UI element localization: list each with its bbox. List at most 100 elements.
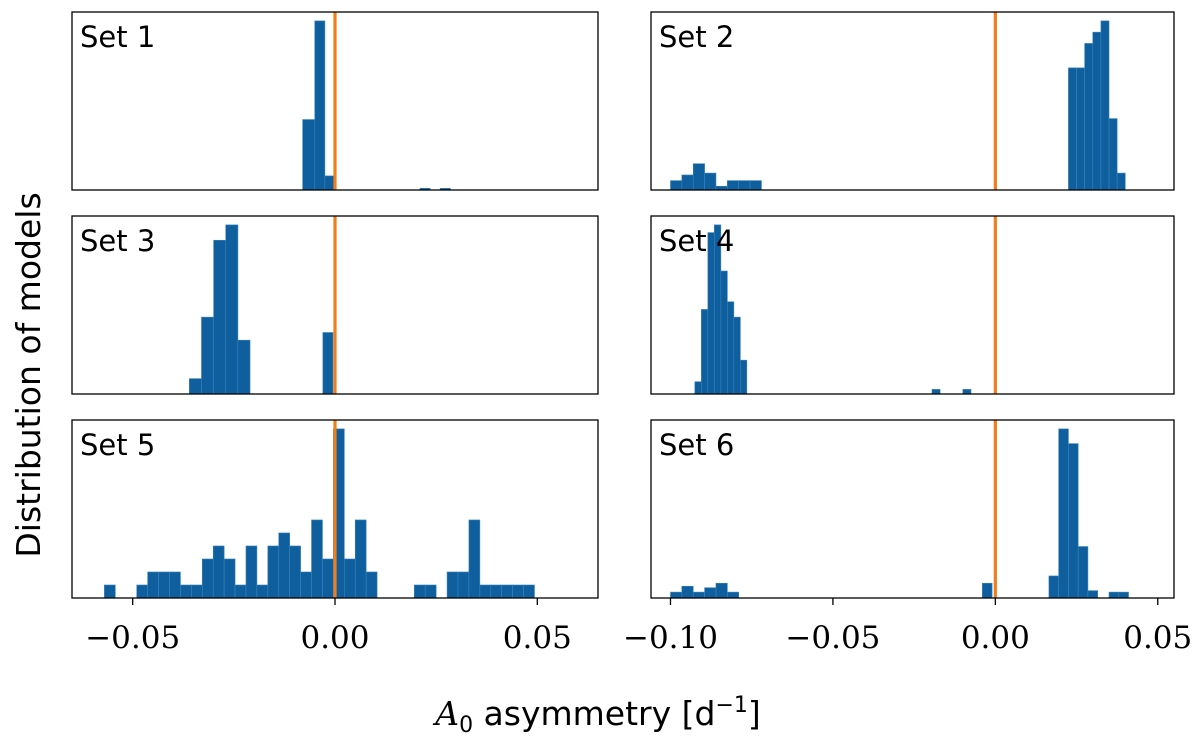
- axes-layer: −0.05 0.00 0.05 −0.10 −0.05 0.00 0.05: [85, 598, 1192, 656]
- panel-5-bar-15: [278, 532, 290, 599]
- panel-5-bar-25: [424, 584, 437, 599]
- panel-4-bar-8: [740, 359, 748, 395]
- panel-5-bar-3: [147, 571, 159, 599]
- panel-2: Set 2: [650, 11, 1175, 191]
- panel-5-bar-17: [300, 571, 312, 599]
- panel-6-bar-12: [1087, 590, 1098, 599]
- panel-3-bar-4: [225, 224, 239, 395]
- panel-1-label: Set 1: [80, 20, 155, 54]
- panel-3-bar-3: [213, 239, 227, 395]
- panel-1-frame: [71, 11, 599, 191]
- panel-2-bar-3: [692, 163, 705, 191]
- panel-5-bar-14: [267, 545, 280, 599]
- panel-4: Set 4: [650, 215, 1175, 395]
- panel-1-bar-2: [314, 20, 326, 191]
- panel-6-bar-10: [1068, 443, 1079, 599]
- x-axis-label-close: ]: [748, 694, 761, 733]
- panel-5-bar-13: [256, 584, 269, 599]
- panel-5-bar-29: [479, 584, 492, 599]
- x-axis-label-exponent: −1: [715, 693, 747, 718]
- x-tick-label-col2-4: 0.05: [1123, 620, 1192, 656]
- panel-5-bar-19: [322, 558, 334, 599]
- panels-layer: Set 1 Set 2 Set 3 Set 4 Set 5 Set 6: [71, 11, 1175, 599]
- panel-3-bar-2: [201, 316, 214, 395]
- panel-3-label: Set 3: [80, 224, 155, 258]
- panel-4-frame: [650, 215, 1175, 395]
- panel-2-bar-1: [670, 180, 683, 191]
- panel-5-bar-11: [234, 584, 247, 599]
- panel-4-bar-2: [701, 309, 709, 395]
- panel-4-bar-5: [720, 270, 728, 395]
- panel-5-bar-31: [501, 584, 513, 599]
- x-axis-label-symbol: A: [432, 694, 459, 733]
- panel-5-bar-1: [104, 584, 116, 599]
- panel-5-bar-18: [311, 519, 323, 599]
- y-axis-label: Distribution of models: [9, 192, 48, 557]
- panel-3-bar-6: [322, 332, 334, 395]
- panel-6-bar-6: [727, 591, 740, 599]
- panel-5-bar-12: [245, 545, 258, 599]
- panel-2-bar-12: [1092, 31, 1102, 191]
- panel-5-bar-21: [344, 558, 356, 599]
- x-tick-label-col2-3: 0.00: [961, 620, 1030, 656]
- panel-3-bar-1: [189, 378, 202, 395]
- panel-2-bar-10: [1076, 67, 1085, 191]
- panel-1: Set 1: [71, 11, 599, 191]
- panel-5-bar-24: [413, 584, 426, 599]
- panel-4-bar-10: [962, 389, 972, 395]
- x-tick-label-col2-2: −0.05: [785, 620, 880, 656]
- panel-5-bar-28: [468, 519, 481, 599]
- panel-5-bar-4: [158, 571, 170, 599]
- panel-5-bar-7: [191, 584, 203, 599]
- panel-4-bar-7: [733, 316, 741, 395]
- x-axis-label-subscript: 0: [459, 713, 473, 738]
- panel-2-bar-8: [749, 180, 762, 191]
- panel-4-bar-1: [694, 381, 702, 395]
- panel-5-bar-26: [446, 571, 459, 599]
- panel-5-bar-9: [212, 545, 225, 599]
- panel-5-bar-32: [512, 584, 524, 599]
- panel-5-bar-30: [490, 584, 502, 599]
- panel-5-bar-2: [136, 584, 148, 599]
- panel-1-bar-1: [302, 119, 316, 191]
- panel-2-label: Set 2: [659, 20, 734, 54]
- panel-2-bar-4: [704, 172, 717, 191]
- panel-2-bar-15: [1116, 172, 1126, 191]
- panel-4-bar-9: [931, 389, 941, 395]
- panel-6-bar-11: [1077, 546, 1089, 599]
- panel-6-bar-3: [692, 591, 705, 599]
- panel-6-bar-7: [982, 582, 993, 599]
- panel-4-label: Set 4: [659, 224, 734, 258]
- panel-2-bar-9: [1068, 67, 1077, 191]
- panel-5-bar-33: [523, 584, 535, 599]
- x-tick-label-col1-3: 0.05: [503, 620, 572, 656]
- panel-5-bar-23: [365, 571, 378, 599]
- panel-6-bar-9: [1058, 428, 1069, 599]
- panel-6-bar-2: [681, 585, 694, 599]
- panel-6: Set 6: [650, 419, 1175, 599]
- panel-5-label: Set 5: [80, 428, 155, 462]
- panel-6-bar-1: [670, 591, 683, 599]
- panel-6-bar-13: [1108, 591, 1120, 599]
- panel-4-bar-6: [727, 301, 735, 395]
- panel-2-bar-14: [1108, 118, 1118, 191]
- panel-2-bar-7: [738, 180, 751, 191]
- panel-5-bar-6: [180, 584, 192, 599]
- panel-3: Set 3: [71, 215, 599, 395]
- panel-6-bar-8: [1048, 575, 1059, 599]
- x-tick-label-col1-1: −0.05: [85, 620, 180, 656]
- x-axis-label: A0 asymmetry [d−1]: [432, 693, 761, 738]
- x-tick-label-col2-1: −0.10: [623, 620, 718, 656]
- panel-3-frame: [71, 215, 599, 395]
- x-axis-label-text: asymmetry [d: [473, 694, 715, 733]
- panel-6-frame: [650, 419, 1175, 599]
- panel-3-bar-5: [237, 339, 251, 395]
- panel-6-bar-4: [704, 587, 717, 599]
- panel-2-bar-2: [681, 174, 694, 191]
- panel-5-bar-10: [223, 558, 236, 599]
- panel-6-label: Set 6: [659, 428, 734, 462]
- panel-5-bar-16: [289, 545, 301, 599]
- panel-5-bar-5: [169, 571, 181, 599]
- panel-2-bar-11: [1084, 43, 1094, 191]
